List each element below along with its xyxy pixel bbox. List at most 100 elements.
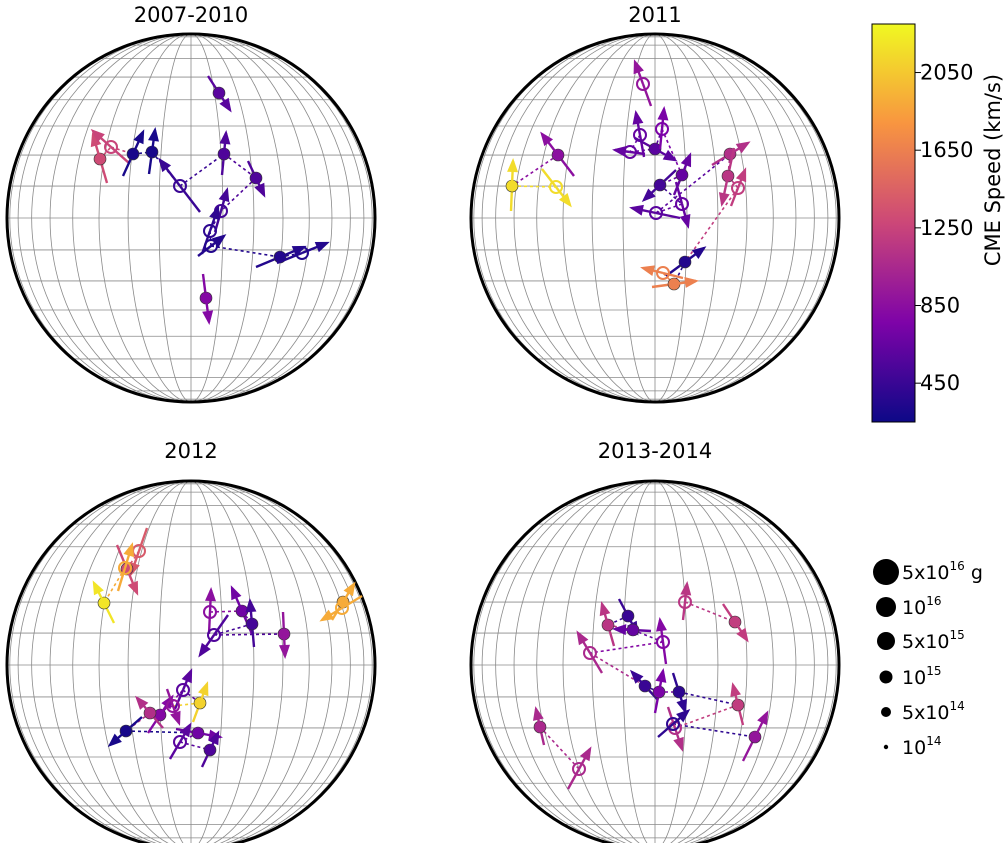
size-legend-row: 5x1015 — [877, 628, 965, 653]
event-arrow-head — [540, 131, 554, 147]
event-marker-open — [166, 699, 180, 713]
event-arrow-head — [170, 710, 181, 726]
panel-title: 2007-2010 — [134, 3, 248, 27]
event-tail — [629, 150, 646, 156]
event-arrow-head — [612, 624, 627, 636]
event-arrow-head — [735, 167, 747, 183]
colorbar-label: CME Speed (km/s) — [981, 74, 1005, 266]
event-marker-open — [636, 77, 650, 91]
event-20 — [200, 730, 220, 768]
event-11 — [197, 234, 227, 257]
event-4 — [541, 168, 572, 208]
event-link — [678, 691, 739, 706]
event-link — [179, 153, 225, 187]
event-11 — [277, 611, 291, 659]
size-legend-marker — [876, 597, 896, 617]
longitude-line — [190, 481, 310, 843]
panel-title: 2012 — [164, 439, 217, 463]
event-link — [655, 153, 731, 214]
panel-title: 2013-2014 — [598, 439, 712, 463]
event-arrow-head — [757, 710, 769, 726]
size-legend-label: 1015 — [902, 664, 941, 689]
longitude-line — [562, 34, 656, 402]
longitude-line — [190, 34, 310, 402]
event-arrow-head — [679, 213, 691, 229]
size-legend: 5x1016 g 1016 5x1015 1015 5x1014 1014 — [873, 559, 983, 759]
event-tail — [197, 245, 212, 257]
longitude-line — [654, 481, 688, 843]
size-legend-marker — [879, 670, 893, 684]
longitude-line — [190, 34, 255, 402]
event-4 — [92, 580, 116, 624]
event-arrow-head — [680, 152, 692, 168]
event-6 — [158, 157, 201, 213]
event-arrow-head — [319, 609, 335, 622]
colorbar-tick-label: 450 — [920, 371, 960, 395]
event-arrow-head — [198, 681, 209, 697]
colorbar-gradient — [871, 23, 916, 423]
longitude-line — [190, 481, 351, 843]
event-arrow-head — [629, 204, 644, 216]
event-10 — [671, 672, 687, 714]
event-marker-open — [203, 224, 217, 238]
panels: 2007-2010 2011 2012 2013-2014 — [5, 3, 841, 843]
event-marker-open — [204, 239, 218, 253]
event-arrow-head — [92, 580, 104, 596]
event-tail — [674, 181, 684, 205]
solar-limb — [469, 32, 841, 404]
event-arrow-head — [576, 630, 589, 646]
event-8 — [246, 160, 266, 198]
event-2 — [90, 132, 109, 184]
longitude-line — [190, 481, 373, 843]
size-legend-marker — [873, 559, 899, 585]
longitude-line — [654, 481, 719, 843]
longitude-line — [513, 34, 656, 402]
longitude-line — [654, 481, 837, 843]
event-link — [213, 633, 285, 636]
event-arrow-head — [718, 192, 730, 207]
longitude-line — [654, 481, 815, 843]
event-7 — [203, 587, 217, 635]
event-tail — [116, 567, 127, 592]
longitude-line — [17, 34, 192, 402]
event-5 — [612, 623, 652, 637]
event-13 — [657, 709, 691, 738]
longitude-line — [190, 34, 284, 402]
event-arrow-head — [612, 146, 627, 157]
event-marker-open — [656, 266, 670, 280]
event-tail — [641, 83, 653, 107]
event-tail — [341, 594, 363, 610]
longitude-line — [158, 34, 192, 402]
longitude-line — [495, 481, 656, 843]
longitude-line — [72, 481, 192, 843]
event-arrow-head — [632, 110, 644, 125]
event-11 — [674, 181, 691, 229]
event-tail — [661, 641, 668, 665]
longitude-line — [127, 34, 192, 402]
event-arrow-head — [179, 722, 192, 738]
event-arrow-head — [219, 97, 232, 113]
longitude-line — [654, 34, 815, 402]
event-14 — [741, 710, 769, 762]
event-marker-open — [295, 246, 309, 260]
colorbar-tick-label: 850 — [920, 294, 960, 318]
event-tail — [655, 211, 681, 220]
event-marker-open — [173, 735, 187, 749]
longitude-line — [654, 34, 719, 402]
longitude-line — [654, 481, 748, 843]
event-tail — [729, 187, 740, 207]
size-legend-label: 5x1014 — [902, 699, 965, 724]
event-link — [511, 185, 557, 188]
event-marker-open — [666, 717, 680, 731]
longitude-line — [654, 481, 797, 843]
event-tail — [657, 723, 674, 738]
event-arrow-head — [558, 192, 572, 208]
event-arrow-head — [735, 141, 751, 154]
colorbar-tick-label: 2050 — [920, 61, 973, 85]
longitude-line — [622, 481, 656, 843]
longitude-line — [654, 34, 748, 402]
event-14 — [191, 681, 209, 723]
longitude-line — [654, 481, 829, 843]
longitude-line — [190, 481, 224, 843]
event-tail — [588, 652, 604, 674]
